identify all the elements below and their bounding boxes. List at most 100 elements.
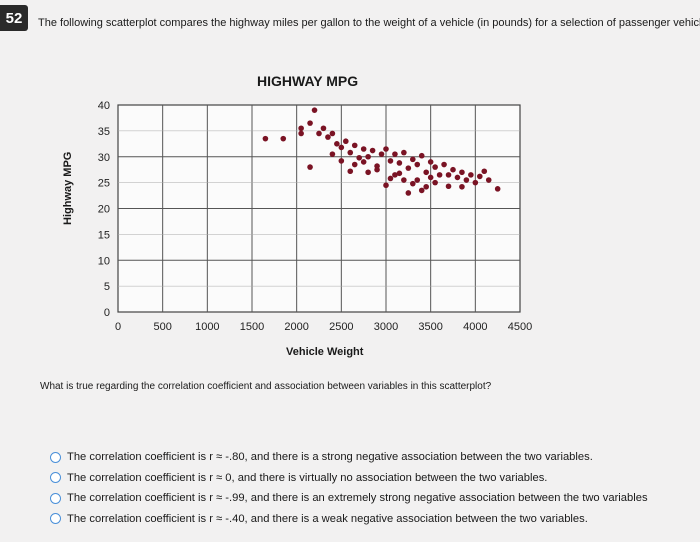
data-point <box>329 130 336 137</box>
y-tick-label: 15 <box>98 229 110 241</box>
data-point <box>468 172 474 178</box>
plot-grid <box>117 104 521 313</box>
data-point <box>320 125 327 132</box>
x-tick-label: 500 <box>153 321 171 333</box>
data-point <box>311 107 318 113</box>
data-point <box>410 180 416 187</box>
data-point <box>450 166 456 173</box>
data-point <box>427 174 434 181</box>
y-tick-label: 25 <box>98 178 110 190</box>
data-point <box>485 177 492 183</box>
data-point <box>392 172 398 178</box>
x-tick-label: 3000 <box>374 321 398 333</box>
answer-option-label: The correlation coefficient is r ≈ -.80,… <box>67 451 593 464</box>
data-point <box>432 179 438 186</box>
data-point <box>360 146 367 152</box>
answer-option-c[interactable]: The correlation coefficient is r ≈ -.99,… <box>50 488 648 509</box>
data-point <box>365 153 371 160</box>
answer-option-b[interactable]: The correlation coefficient is r ≈ 0, an… <box>50 468 648 489</box>
data-point <box>387 175 394 182</box>
answer-option-label: The correlation coefficient is r ≈ -.40,… <box>67 512 588 525</box>
data-point <box>343 138 349 145</box>
data-points <box>262 107 501 196</box>
data-point <box>401 177 407 183</box>
data-point <box>351 161 358 168</box>
y-tick-label: 10 <box>98 255 110 267</box>
x-tick-label: 0 <box>115 321 121 333</box>
y-tick-label: 40 <box>98 100 110 112</box>
data-point <box>459 183 465 190</box>
data-point <box>369 147 376 154</box>
data-point <box>445 172 452 178</box>
data-point <box>418 152 425 159</box>
data-point <box>396 160 403 166</box>
y-tick-label: 5 <box>104 281 110 293</box>
answer-option-label: The correlation coefficient is r ≈ 0, an… <box>67 471 548 484</box>
data-point <box>423 169 430 176</box>
x-tick-label: 1500 <box>240 321 264 333</box>
data-point <box>347 149 354 156</box>
answer-option-label: The correlation coefficient is r ≈ -.99,… <box>67 492 648 505</box>
data-point <box>423 183 430 190</box>
data-point <box>472 179 479 186</box>
y-axis-label: Highway MPG <box>62 151 74 225</box>
x-tick-label: 3500 <box>418 321 442 333</box>
data-point <box>338 158 345 164</box>
y-tick-label: 20 <box>98 204 110 216</box>
x-tick-label: 4500 <box>508 321 532 333</box>
data-point <box>414 161 421 168</box>
x-tick-label: 2000 <box>284 321 308 333</box>
data-point <box>383 182 389 189</box>
radio-button-icon[interactable] <box>50 451 61 463</box>
data-point <box>405 190 412 196</box>
data-point <box>280 135 287 142</box>
y-tick-label: 35 <box>98 126 110 138</box>
data-point <box>383 146 389 152</box>
answer-option-d[interactable]: The correlation coefficient is r ≈ -.40,… <box>50 509 648 530</box>
x-axis-label: Vehicle Weight <box>286 346 364 358</box>
x-tick-label: 4000 <box>463 321 487 333</box>
tick-labels: 0 500 1000 1500 2000 2500 3000 3500 4000 4500 0 5 10… <box>98 100 532 333</box>
data-point <box>262 135 269 142</box>
data-point <box>494 186 501 192</box>
chart-title: HIGHWAY MPG <box>257 73 359 89</box>
data-point <box>360 159 367 165</box>
data-point <box>436 172 443 178</box>
radio-button-icon[interactable] <box>50 492 61 504</box>
data-point <box>356 154 363 161</box>
data-point <box>432 164 438 170</box>
scatter-plot: 0 500 1000 1500 2000 2500 3000 3500 4000 4500 0 5 10… <box>98 100 532 333</box>
data-point <box>481 168 488 175</box>
data-point <box>392 151 398 157</box>
data-point <box>307 120 313 126</box>
y-tick-label: 0 <box>104 307 110 319</box>
data-point <box>463 177 470 183</box>
question-text: What is true regarding the correlation c… <box>40 381 492 392</box>
data-point <box>387 158 394 164</box>
data-point <box>307 164 313 170</box>
x-tick-label: 1000 <box>195 321 219 333</box>
data-point <box>396 170 403 177</box>
answer-option-a[interactable]: The correlation coefficient is r ≈ -.80,… <box>50 447 648 468</box>
question-prompt: The following scatterplot compares the h… <box>38 17 700 29</box>
data-point <box>445 183 452 190</box>
data-point <box>454 174 461 181</box>
data-point <box>441 161 447 168</box>
x-tick-label: 2500 <box>329 321 353 333</box>
radio-button-icon[interactable] <box>50 513 61 525</box>
data-point <box>401 149 407 156</box>
data-point <box>316 130 322 137</box>
data-point <box>334 141 340 147</box>
data-point <box>477 173 483 180</box>
data-point <box>338 144 345 151</box>
data-point <box>298 130 304 137</box>
data-point <box>459 169 465 176</box>
data-point <box>374 166 380 173</box>
y-tick-label: 30 <box>98 152 110 164</box>
answer-options: The correlation coefficient is r ≈ -.80,… <box>50 447 648 529</box>
question-number-badge: 52 <box>0 5 28 31</box>
radio-button-icon[interactable] <box>50 472 61 484</box>
data-point <box>347 168 354 175</box>
data-point <box>378 151 385 157</box>
data-point <box>351 142 358 149</box>
